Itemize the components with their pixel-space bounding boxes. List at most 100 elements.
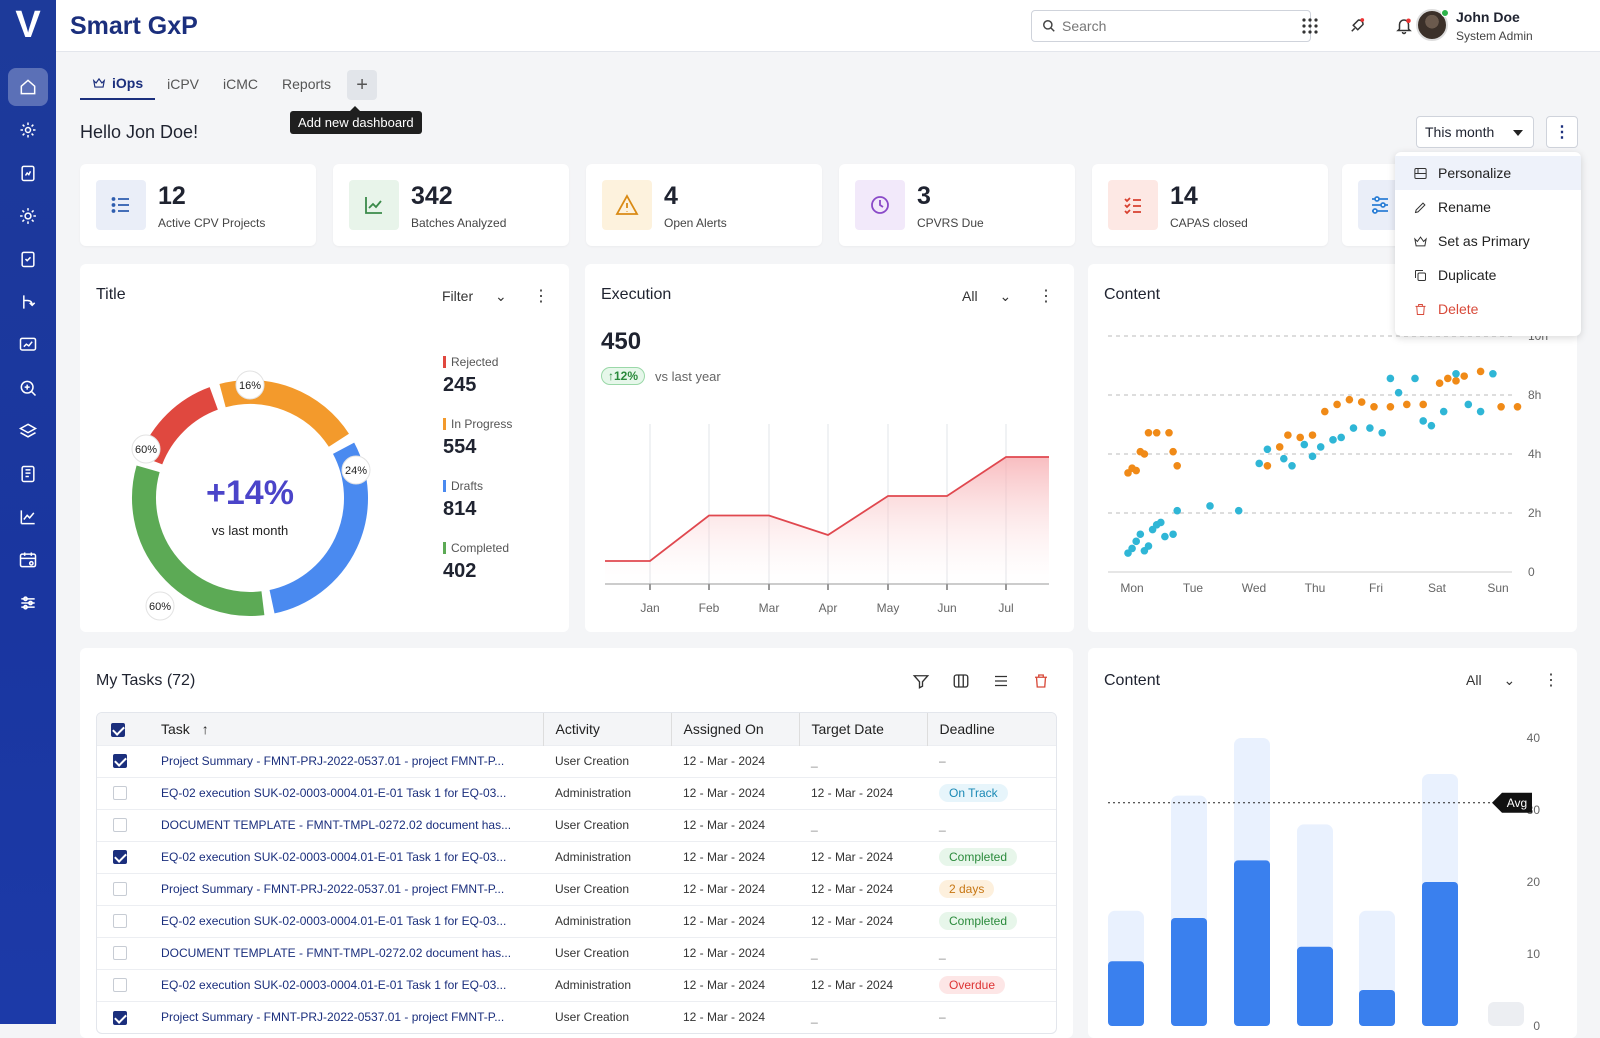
- filter-dropdown[interactable]: All ⌄: [1466, 672, 1515, 689]
- bar-value[interactable]: [1422, 882, 1458, 1026]
- tab-icpv[interactable]: iCPV: [167, 76, 200, 92]
- tab-iops[interactable]: iOps: [80, 68, 156, 100]
- donut-slice[interactable]: [219, 380, 349, 448]
- add-dashboard-button[interactable]: +: [347, 70, 378, 100]
- table-row[interactable]: EQ-02 execution SUK-02-0003-0004.01-E-01…: [97, 904, 1056, 937]
- scatter-point[interactable]: [1296, 433, 1304, 442]
- scatter-point[interactable]: [1308, 431, 1317, 439]
- scatter-point[interactable]: [1275, 443, 1284, 451]
- sort-up-icon[interactable]: ↑: [201, 720, 209, 737]
- row-select-cell[interactable]: [97, 904, 149, 937]
- bar-value[interactable]: [1297, 946, 1333, 1026]
- clipboard-chart-icon[interactable]: [8, 154, 48, 192]
- scatter-point[interactable]: [1444, 374, 1452, 383]
- scatter-point[interactable]: [1329, 436, 1337, 444]
- column-header-task[interactable]: Task ↑: [149, 713, 544, 745]
- scatter-point[interactable]: [1140, 450, 1149, 458]
- scatter-point[interactable]: [1349, 424, 1358, 432]
- table-row[interactable]: DOCUMENT TEMPLATE - FMNT-TMPL-0272.02 do…: [97, 808, 1056, 841]
- row-select-cell[interactable]: [97, 776, 149, 809]
- table-row[interactable]: EQ-02 execution SUK-02-0003-0004.01-E-01…: [97, 776, 1056, 809]
- scatter-point[interactable]: [1386, 403, 1395, 411]
- monitor-chart-icon[interactable]: [8, 326, 48, 364]
- scatter-point[interactable]: [1476, 407, 1485, 416]
- menu-item-personalize[interactable]: Personalize: [1395, 156, 1581, 190]
- task-link[interactable]: Project Summary - FMNT-PRJ-2022-0537.01 …: [149, 872, 543, 905]
- scatter-point[interactable]: [1169, 447, 1177, 456]
- select-all-checkbox[interactable]: [111, 722, 125, 737]
- scatter-point[interactable]: [1357, 398, 1366, 406]
- task-link[interactable]: EQ-02 execution SUK-02-0003-0004.01-E-01…: [149, 904, 543, 937]
- task-link[interactable]: EQ-02 execution SUK-02-0003-0004.01-E-01…: [149, 840, 543, 873]
- scatter-point[interactable]: [1321, 407, 1329, 416]
- task-link[interactable]: Project Summary - FMNT-PRJ-2022-0537.01 …: [149, 744, 543, 777]
- row-select-cell[interactable]: [97, 808, 149, 841]
- columns-icon[interactable]: [952, 672, 970, 690]
- scatter-point[interactable]: [1476, 367, 1485, 376]
- scatter-point[interactable]: [1144, 428, 1153, 437]
- row-checkbox[interactable]: [113, 914, 127, 929]
- row-checkbox[interactable]: [113, 818, 127, 833]
- table-row[interactable]: EQ-02 execution SUK-02-0003-0004.01-E-01…: [97, 968, 1056, 1001]
- scatter-point[interactable]: [1173, 506, 1181, 515]
- branch-icon[interactable]: [8, 283, 48, 321]
- analysis-icon[interactable]: [8, 369, 48, 407]
- scatter-point[interactable]: [1452, 377, 1460, 385]
- row-select-cell[interactable]: [97, 872, 149, 905]
- scatter-point[interactable]: [1263, 445, 1272, 454]
- task-link[interactable]: EQ-02 execution SUK-02-0003-0004.01-E-01…: [149, 968, 543, 1001]
- column-header-assigned-on[interactable]: Assigned On: [671, 713, 800, 745]
- row-select-cell[interactable]: [97, 840, 149, 873]
- column-header-deadline[interactable]: Deadline: [927, 713, 1056, 745]
- scatter-point[interactable]: [1403, 400, 1411, 409]
- bar-value[interactable]: [1108, 961, 1144, 1026]
- scatter-point[interactable]: [1513, 403, 1522, 411]
- scatter-point[interactable]: [1136, 530, 1145, 539]
- scatter-point[interactable]: [1308, 452, 1317, 461]
- apps-grid-icon[interactable]: [1298, 14, 1322, 38]
- row-checkbox[interactable]: [113, 978, 127, 993]
- table-row[interactable]: DOCUMENT TEMPLATE - FMNT-TMPL-0272.02 do…: [97, 936, 1056, 969]
- row-checkbox[interactable]: [113, 1010, 127, 1025]
- row-select-cell[interactable]: [97, 744, 149, 777]
- scatter-point[interactable]: [1439, 407, 1448, 416]
- card-more-icon[interactable]: ⋮: [1038, 288, 1054, 305]
- table-row[interactable]: Project Summary - FMNT-PRJ-2022-0537.01 …: [97, 872, 1056, 905]
- task-link[interactable]: EQ-02 execution SUK-02-0003-0004.01-E-01…: [149, 776, 543, 809]
- filter-icon[interactable]: [912, 672, 930, 690]
- scatter-point[interactable]: [1427, 421, 1436, 430]
- scatter-point[interactable]: [1386, 374, 1395, 383]
- card-more-icon[interactable]: ⋮: [533, 288, 549, 305]
- scatter-point[interactable]: [1419, 417, 1427, 425]
- scatter-point[interactable]: [1169, 530, 1177, 539]
- series-line[interactable]: [605, 456, 1049, 562]
- card-more-icon[interactable]: ⋮: [1543, 672, 1559, 689]
- menu-item-set-primary[interactable]: Set as Primary: [1395, 224, 1581, 258]
- scatter-point[interactable]: [1173, 462, 1181, 470]
- scatter-point[interactable]: [1255, 459, 1263, 468]
- row-select-cell[interactable]: [97, 936, 149, 969]
- bar-empty[interactable]: [1488, 1002, 1524, 1026]
- scatter-point[interactable]: [1206, 502, 1214, 510]
- tab-icmc[interactable]: iCMC: [223, 76, 259, 92]
- sliders-icon[interactable]: [8, 584, 48, 622]
- scatter-point[interactable]: [1144, 542, 1153, 550]
- scatter-point[interactable]: [1345, 395, 1354, 404]
- kpi-card[interactable]: 12 Active CPV Projects: [80, 164, 316, 246]
- scatter-point[interactable]: [1452, 369, 1460, 378]
- scatter-point[interactable]: [1497, 403, 1505, 411]
- row-checkbox[interactable]: [113, 946, 127, 961]
- bell-icon[interactable]: [1392, 14, 1416, 38]
- kpi-card[interactable]: 14 CAPAS closed: [1092, 164, 1328, 246]
- row-checkbox[interactable]: [113, 754, 127, 769]
- scatter-point[interactable]: [1234, 506, 1243, 515]
- scatter-point[interactable]: [1435, 379, 1444, 387]
- scatter-point[interactable]: [1419, 400, 1427, 409]
- scatter-point[interactable]: [1280, 454, 1288, 463]
- scatter-point[interactable]: [1128, 544, 1136, 553]
- scatter-point[interactable]: [1337, 433, 1345, 442]
- scatter-point[interactable]: [1300, 440, 1309, 449]
- scatter-point[interactable]: [1460, 372, 1468, 380]
- layers-icon[interactable]: [8, 412, 48, 450]
- filter-dropdown[interactable]: Filter ⌄: [442, 288, 507, 305]
